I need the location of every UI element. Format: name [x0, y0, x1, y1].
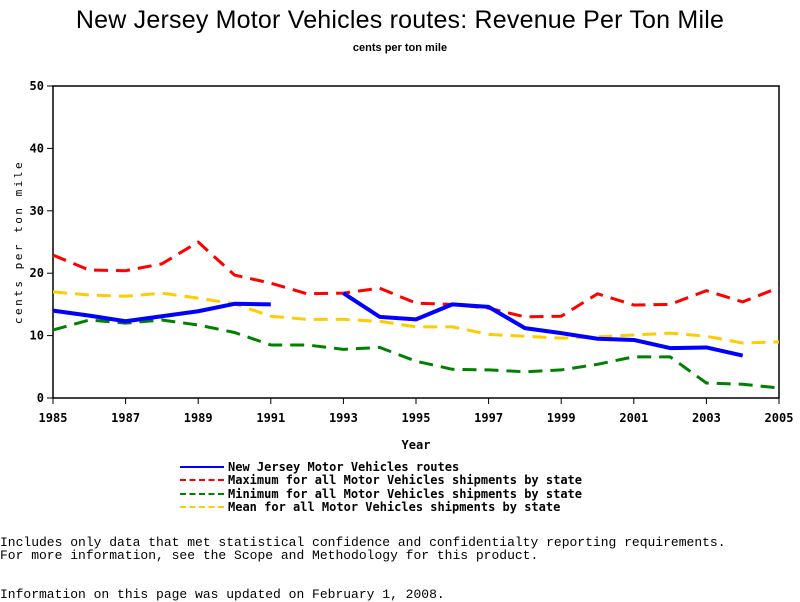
y-tick-label: 20	[30, 266, 44, 280]
x-tick-label: 1991	[256, 411, 285, 425]
y-axis-title: cents per ton mile	[12, 160, 25, 324]
series-2	[53, 320, 779, 388]
x-tick-label: 2005	[765, 411, 794, 425]
x-axis-title: Year	[402, 438, 431, 452]
y-tick-label: 50	[30, 79, 44, 93]
x-tick-label: 1995	[402, 411, 431, 425]
y-tick-label: 30	[30, 204, 44, 218]
legend: New Jersey Motor Vehicles routes Maximum…	[180, 460, 582, 514]
series-layer	[53, 242, 779, 388]
y-tick-label: 0	[37, 391, 44, 405]
legend-item: Mean for all Motor Vehicles shipments by…	[180, 501, 582, 515]
series-1	[53, 242, 779, 317]
plot-frame	[53, 86, 779, 398]
y-tick-label: 40	[30, 141, 44, 155]
y-tick-label: 10	[30, 329, 44, 343]
legend-swatch-nj	[180, 466, 224, 468]
legend-label: Mean for all Motor Vehicles shipments by…	[228, 500, 560, 514]
x-tick-label: 2003	[692, 411, 721, 425]
series-0	[53, 293, 743, 355]
x-tick-label: 1999	[547, 411, 576, 425]
x-tick-label: 2001	[619, 411, 648, 425]
legend-label: New Jersey Motor Vehicles routes	[228, 460, 459, 474]
x-tick-label: 1993	[329, 411, 358, 425]
legend-item: Minimum for all Motor Vehicles shipments…	[180, 487, 582, 501]
legend-item: New Jersey Motor Vehicles routes	[180, 460, 582, 474]
legend-swatch-mean	[180, 506, 224, 508]
legend-label: Minimum for all Motor Vehicles shipments…	[228, 487, 582, 501]
line-chart: 0 10 20 30 40 50 1985 1987 1989 1991 1993 1995 1997 1…	[0, 0, 800, 460]
x-tick-label: 1987	[111, 411, 140, 425]
legend-label: Maximum for all Motor Vehicles shipments…	[228, 473, 582, 487]
legend-swatch-max	[180, 479, 224, 481]
legend-item: Maximum for all Motor Vehicles shipments…	[180, 474, 582, 488]
axes: 0 10 20 30 40 50 1985 1987 1989 1991 1993 1995 1997 1…	[30, 79, 794, 425]
footnote-methodology: For more information, see the Scope and …	[0, 548, 538, 563]
series-line	[53, 320, 779, 388]
x-tick-label: 1989	[184, 411, 213, 425]
legend-swatch-min	[180, 493, 224, 495]
x-tick-label: 1997	[474, 411, 503, 425]
series-line	[53, 242, 779, 317]
x-tick-label: 1985	[39, 411, 68, 425]
